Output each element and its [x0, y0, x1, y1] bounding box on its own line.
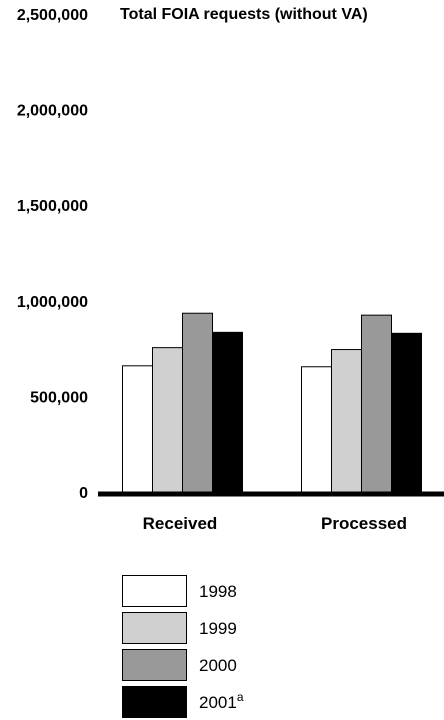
legend-label: 1998 [199, 582, 237, 601]
y-axis-tick-labels: 0 500,000 1,000,000 1,500,000 2,000,000 2,500… [17, 7, 88, 502]
bar-received-1999 [152, 347, 183, 493]
bar-received-2000 [182, 312, 213, 493]
bar-processed-1998 [301, 366, 332, 493]
y-tick-label: 1,500,000 [17, 198, 88, 215]
legend-label: 1999 [199, 619, 237, 638]
legend-swatch-1998 [122, 575, 187, 607]
bar-processed-1999 [331, 349, 362, 493]
y-tick-label: 2,500,000 [17, 7, 88, 24]
y-tick-label: 500,000 [30, 389, 88, 406]
bar-received-2001 [212, 331, 243, 493]
chart-title: Total FOIA requests (without VA) [120, 6, 368, 23]
legend-label: 2001a [199, 690, 244, 712]
legend-label: 2000 [199, 656, 237, 675]
legend-swatch-1999 [122, 612, 187, 644]
y-tick-label: 1,000,000 [17, 294, 88, 311]
category-labels: Received Processed [143, 514, 407, 533]
legend-swatch-2001 [122, 686, 187, 718]
bars [122, 312, 422, 493]
y-tick-label: 0 [79, 485, 88, 502]
legend-swatch-2000 [122, 649, 187, 681]
y-tick-label: 2,000,000 [17, 103, 88, 120]
legend: 1998 1999 2000 2001a [122, 575, 244, 718]
bar-processed-2001 [391, 332, 422, 493]
category-label: Processed [321, 514, 407, 533]
bar-received-1998 [122, 365, 153, 493]
category-label: Received [143, 514, 218, 533]
bar-processed-2000 [361, 314, 392, 493]
